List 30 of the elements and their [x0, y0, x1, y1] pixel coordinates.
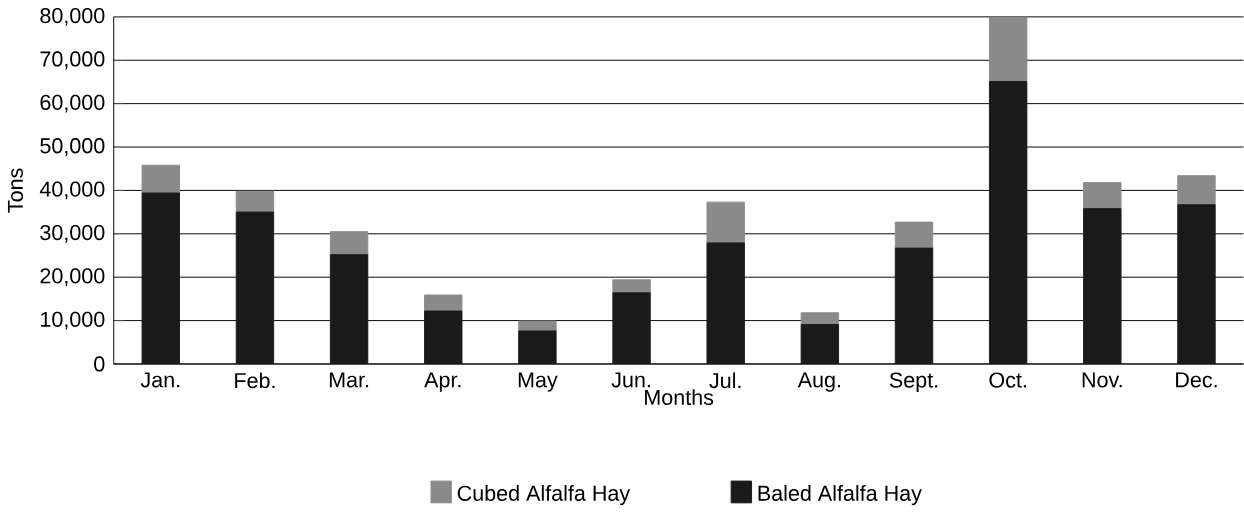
x-tick-label: Dec.	[1176, 372, 1217, 388]
x-tick-label: Nov.	[1082, 372, 1122, 388]
x-tick-label: Jan.	[140, 372, 180, 388]
y-tick-label: 10,000	[41, 311, 105, 330]
x-tick-label: Feb.	[235, 372, 275, 389]
bar	[706, 201, 745, 244]
bar	[612, 279, 651, 294]
y-tick-label: 0	[94, 356, 105, 372]
x-tick-label: Jun.	[611, 372, 650, 388]
y-tick-label: 40,000	[39, 181, 105, 200]
y-axis-title: Tons	[7, 168, 24, 213]
x-tick-label: Jul.	[709, 372, 741, 389]
y-tick-label: 70,000	[40, 51, 105, 70]
legend-label: Baled Alfalfa Hay	[758, 485, 922, 506]
y-tick-label: 50,000	[40, 138, 105, 156]
legend-label: Cubed Alfalfa Hay	[457, 485, 631, 506]
bar	[329, 231, 369, 256]
y-tick-label: 30,000	[40, 224, 105, 243]
x-tick-label: Oct.	[989, 372, 1026, 388]
x-axis-title: Months	[645, 389, 714, 406]
x-tick-label: May	[518, 372, 558, 392]
bar	[1083, 182, 1122, 210]
x-tick-label: Sept.	[889, 372, 938, 392]
x-tick-label: Apr.	[424, 372, 461, 392]
y-tick-label: 20,000	[40, 268, 105, 287]
y-tick-label: 80,000	[40, 8, 105, 26]
x-tick-label: Mar.	[329, 372, 369, 388]
x-tick-label: Aug.	[797, 372, 841, 392]
bar	[800, 312, 840, 326]
y-tick-label: 60,000	[40, 94, 105, 113]
